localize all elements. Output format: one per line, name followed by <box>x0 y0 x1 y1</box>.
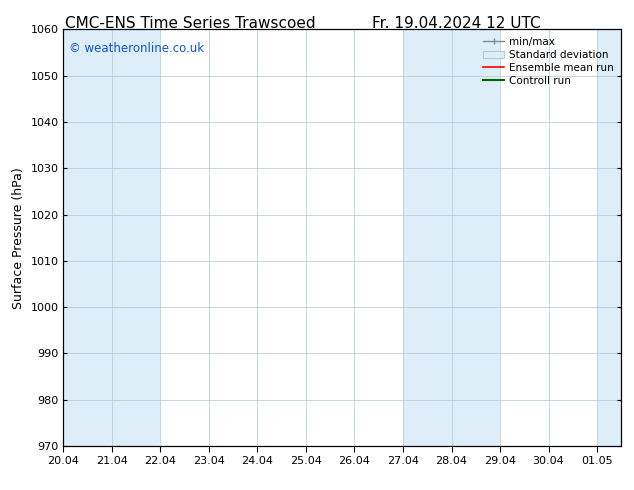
Bar <box>63 29 112 446</box>
Text: CMC-ENS Time Series Trawscoed: CMC-ENS Time Series Trawscoed <box>65 16 316 31</box>
Bar <box>112 29 160 446</box>
Text: Fr. 19.04.2024 12 UTC: Fr. 19.04.2024 12 UTC <box>372 16 541 31</box>
Text: © weatheronline.co.uk: © weatheronline.co.uk <box>69 42 204 55</box>
Legend: min/max, Standard deviation, Ensemble mean run, Controll run: min/max, Standard deviation, Ensemble me… <box>481 35 616 88</box>
Bar <box>403 29 451 446</box>
Y-axis label: Surface Pressure (hPa): Surface Pressure (hPa) <box>12 167 25 309</box>
Bar <box>597 29 621 446</box>
Bar <box>451 29 500 446</box>
